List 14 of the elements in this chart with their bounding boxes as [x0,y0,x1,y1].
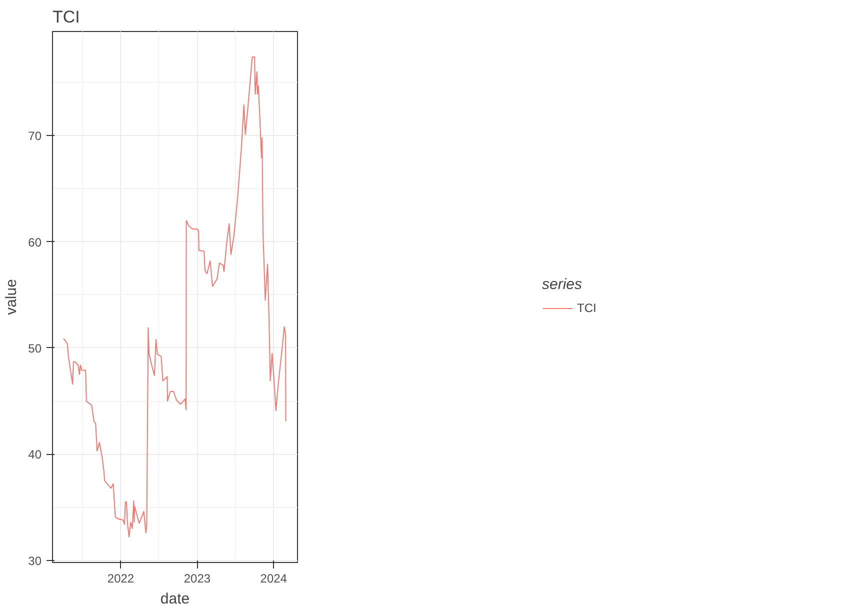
x-tick-label: 2022 [107,572,134,586]
y-tick-label: 40 [28,448,42,462]
y-tick-label: 50 [28,341,42,356]
legend-label: TCI [577,300,597,314]
x-tick-label: 2023 [184,572,211,586]
chart-title: TCI [52,8,80,26]
x-axis-title: date [160,590,190,608]
y-axis-title: value [3,279,20,315]
legend-title: series [542,276,584,292]
y-tick-label: 60 [28,235,42,250]
x-tick-label: 2024 [260,572,288,586]
y-tick-label: 70 [28,129,42,144]
y-tick-label: 30 [28,554,42,568]
line-series [63,56,286,538]
